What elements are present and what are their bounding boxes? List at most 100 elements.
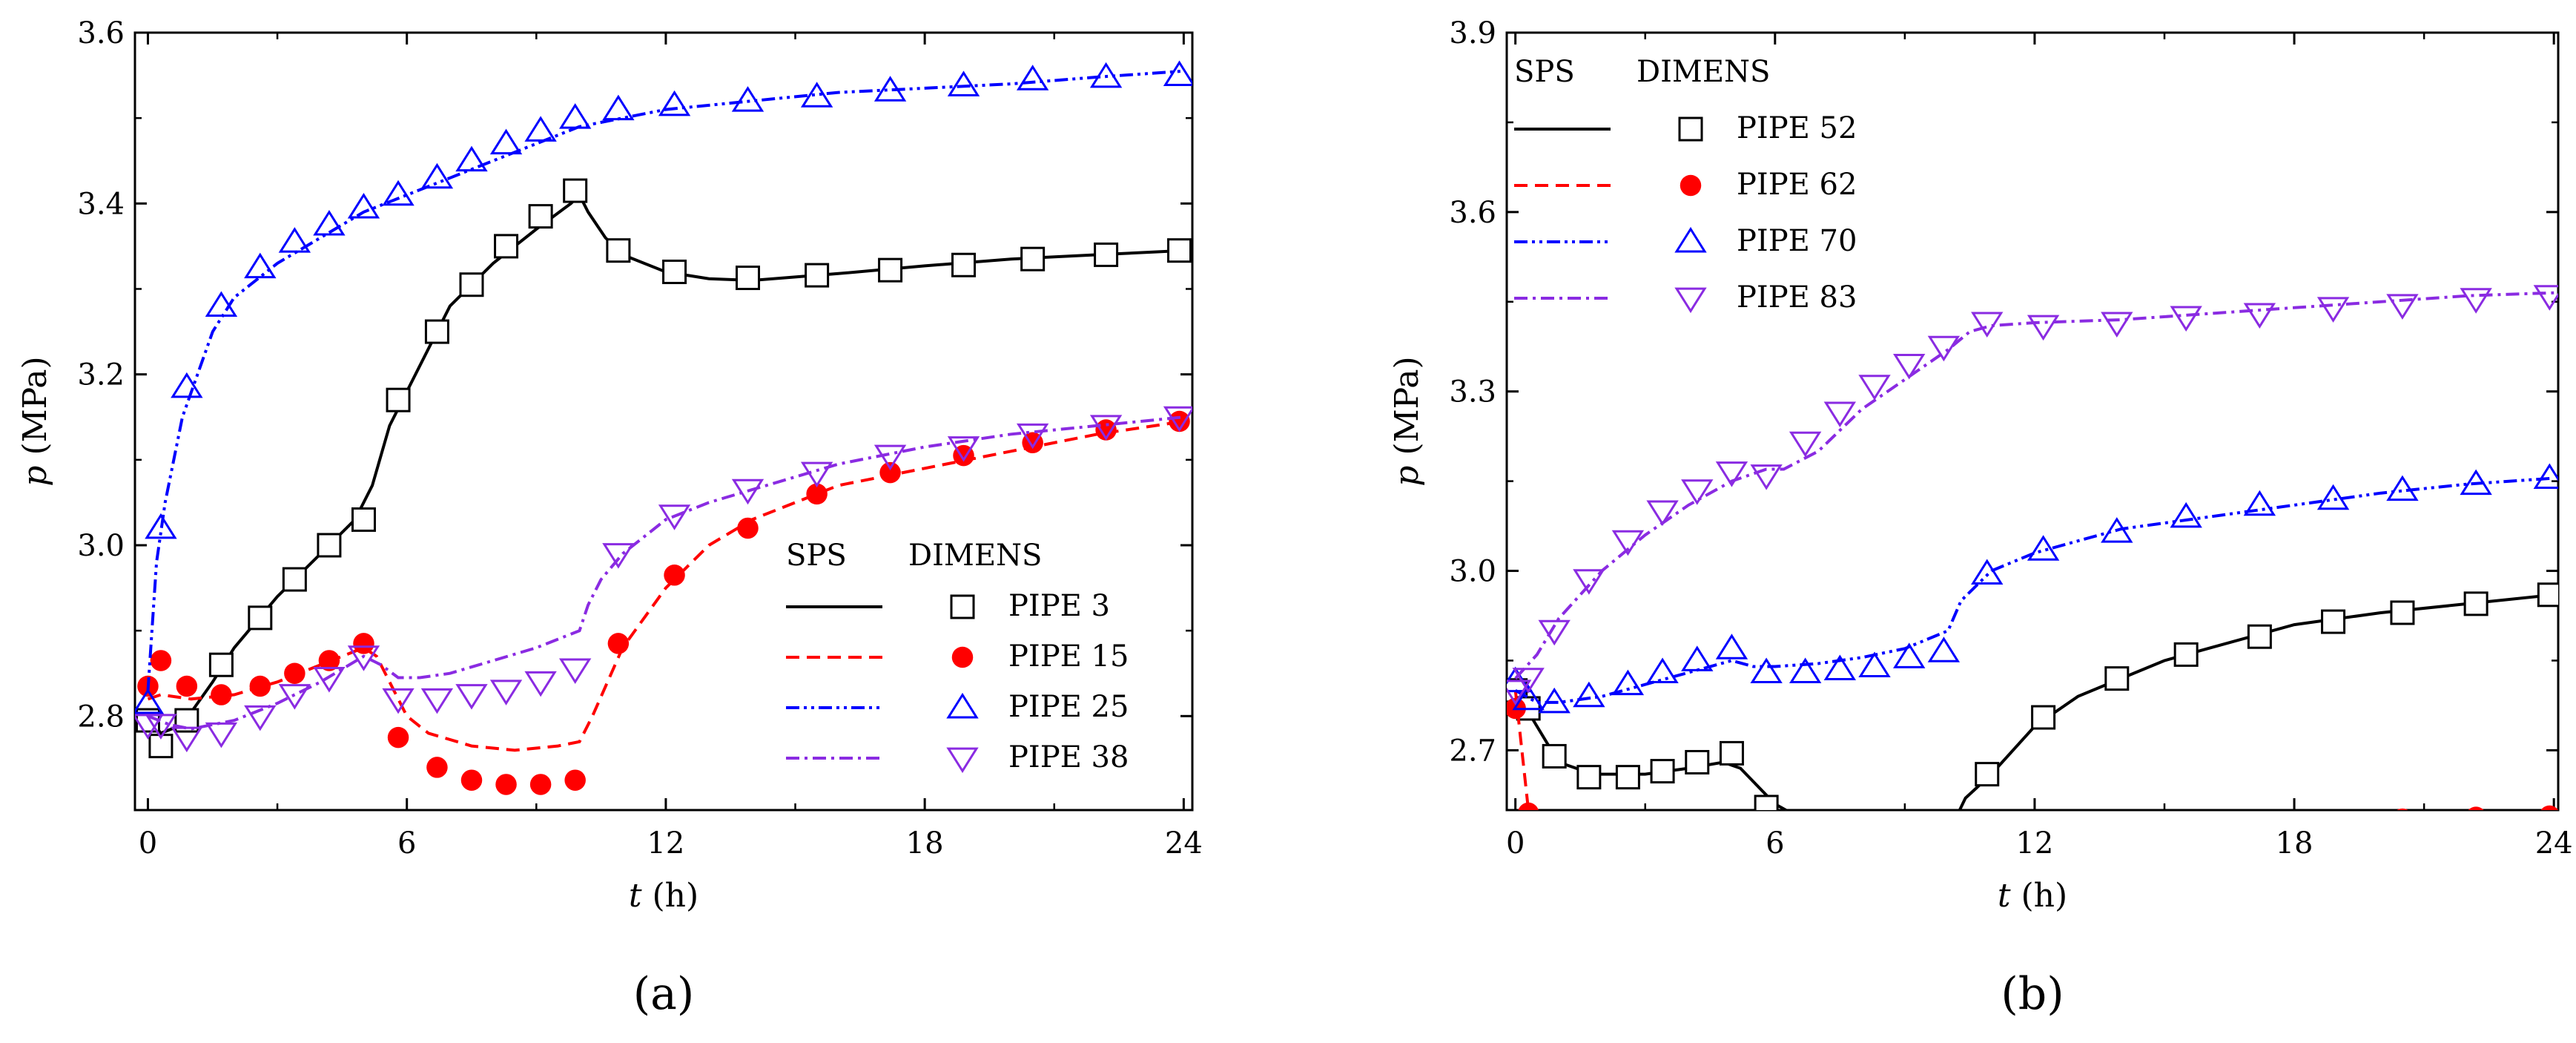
data-point: [1893, 353, 1926, 380]
legend-entry: PIPE 25: [786, 690, 1129, 724]
data-point: [1858, 375, 1891, 401]
data-point: [1507, 680, 1532, 705]
y-axis-title: p (MPa): [16, 356, 54, 486]
chart-panel-b: 0 6 12 18 24 2.7 3.0 3.3 3.6 3.9 t (h) p (MPa) SPS DI…: [1388, 16, 2573, 1020]
data-point: [564, 769, 586, 791]
series-pipe-25: [135, 60, 1192, 714]
data-point: [2533, 285, 2558, 311]
data-point: [873, 76, 907, 102]
data-point: [664, 565, 685, 586]
y-tick-label: 3.0: [77, 529, 125, 563]
x-axis-variable: t: [1998, 877, 2011, 915]
data-point: [1542, 743, 1567, 769]
data-point: [2104, 666, 2130, 691]
data-point: [1715, 634, 1748, 659]
data-point: [806, 483, 828, 505]
legend-header-dimens: DIMENS: [1637, 55, 1770, 89]
legend-label: PIPE 25: [1008, 690, 1129, 724]
data-point: [1829, 847, 1851, 869]
data-point: [800, 82, 833, 108]
data-point: [1576, 765, 1602, 790]
data-point: [1687, 847, 1708, 869]
data-point: [420, 162, 454, 189]
x-tick-label: 18: [2276, 826, 2314, 861]
data-point: [318, 650, 340, 671]
data-point: [658, 504, 691, 530]
data-point: [731, 478, 764, 505]
data-point: [489, 128, 523, 155]
data-point: [171, 726, 203, 753]
y-axis-variable: p: [1388, 466, 1426, 487]
data-point: [1512, 668, 1545, 694]
data-point: [495, 774, 517, 795]
data-point: [1615, 765, 1640, 790]
data-point: [2468, 806, 2484, 810]
data-point: [1652, 847, 1674, 869]
series-line: [1514, 476, 2554, 704]
data-point: [1681, 645, 1714, 671]
data-point: [558, 658, 592, 685]
data-point: [800, 461, 833, 488]
data-point: [873, 444, 907, 471]
legend-entry: PIPE 38: [786, 740, 1129, 774]
plot-area: [135, 60, 1192, 795]
data-point: [278, 227, 311, 253]
data-point: [1898, 832, 1921, 854]
data-point: [1893, 642, 1926, 668]
data-point: [1750, 464, 1783, 490]
data-point: [1650, 759, 1675, 784]
data-point: [1971, 559, 2004, 585]
data-point: [1573, 681, 1605, 708]
data-point: [2027, 315, 2060, 341]
data-point: [1646, 500, 1679, 526]
data-point: [1685, 750, 1710, 775]
data-point: [2460, 288, 2492, 314]
x-axis-unit: (h): [642, 877, 699, 915]
data-point: [1794, 849, 1816, 870]
data-point: [1721, 846, 1743, 868]
data-point: [205, 291, 238, 317]
legend-entry: PIPE 15: [786, 639, 1129, 674]
data-point: [563, 178, 588, 203]
data-point: [347, 645, 380, 671]
data-point: [135, 688, 165, 714]
legend-marker-swatch: [950, 594, 975, 619]
legend-label: PIPE 3: [1008, 589, 1110, 623]
data-point: [2397, 808, 2408, 810]
data-point: [351, 507, 376, 532]
data-point: [879, 461, 901, 484]
data-point: [1518, 802, 1539, 810]
legend-entry: PIPE 3: [786, 589, 1110, 623]
data-point: [148, 734, 174, 759]
data-point: [558, 103, 592, 129]
data-point: [1976, 841, 1998, 863]
x-tick-label: 0: [139, 826, 157, 861]
y-tick-label: 3.0: [1449, 555, 1496, 589]
data-point: [1927, 335, 1961, 362]
data-point: [249, 675, 271, 697]
data-point: [244, 705, 277, 731]
data-point: [1611, 530, 1645, 556]
data-point: [2321, 609, 2346, 634]
legend-marker-swatch: [946, 747, 979, 774]
data-point: [313, 667, 346, 693]
data-point: [1933, 847, 1955, 869]
x-tick-label: 6: [397, 826, 416, 861]
data-point: [313, 210, 346, 236]
legend-marker-swatch: [946, 692, 979, 719]
data-point: [176, 675, 198, 697]
legend-marker-swatch: [1678, 116, 1703, 142]
data-point: [2460, 469, 2492, 496]
data-point: [1094, 242, 1119, 267]
data-point: [424, 319, 449, 344]
y-axis-title: p (MPa): [1388, 356, 1426, 486]
data-point: [382, 180, 415, 206]
data-point: [1794, 817, 1817, 839]
plot-area: [1507, 285, 2558, 870]
legend-label: PIPE 38: [1008, 740, 1129, 774]
data-point: [353, 633, 374, 654]
data-point: [1823, 401, 1857, 427]
legend-entry: PIPE 83: [1514, 280, 1857, 315]
data-point: [1789, 431, 1822, 458]
data-point: [387, 726, 409, 748]
